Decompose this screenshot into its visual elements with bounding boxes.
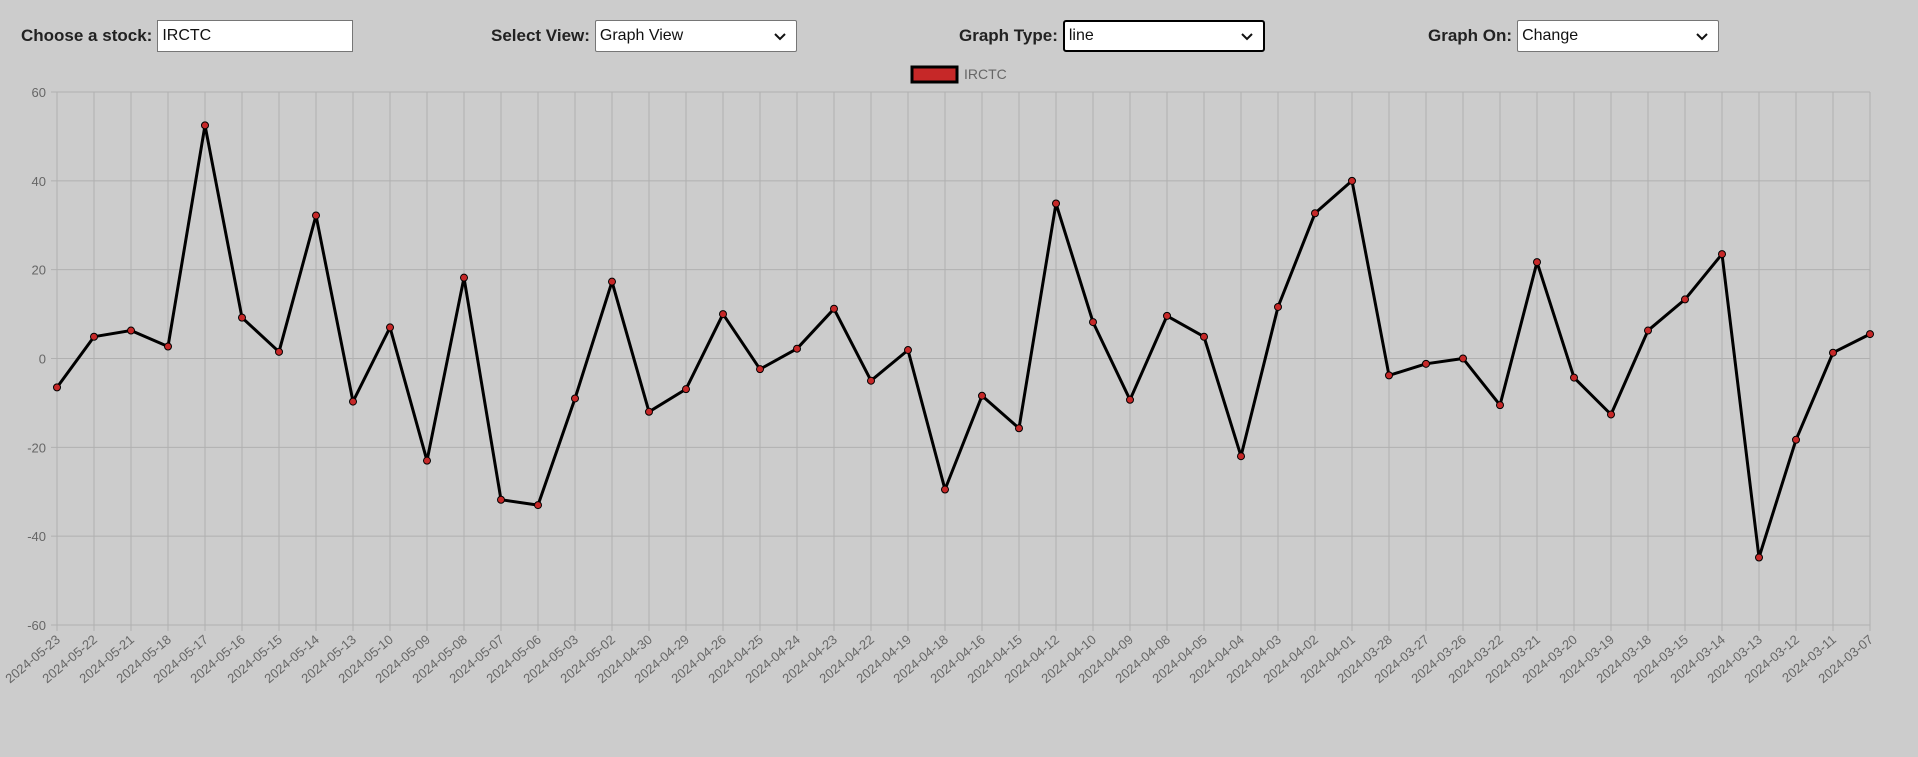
data-point: [719, 310, 727, 319]
y-tick-label: 40: [32, 174, 46, 189]
data-point: [1348, 176, 1356, 185]
data-point: [1163, 311, 1171, 320]
graph-on-select-value: Change: [1522, 27, 1579, 44]
data-point: [1829, 348, 1837, 357]
data-point: [1792, 435, 1800, 444]
graph-on-control: Graph On: Change: [1428, 19, 1720, 53]
data-point: [1422, 359, 1430, 368]
data-point: [1311, 209, 1319, 218]
y-tick-label: -20: [27, 440, 46, 455]
data-point: [1570, 373, 1578, 382]
legend-swatch: [910, 65, 959, 84]
stock-label: Choose a stock:: [21, 26, 153, 45]
data-point: [386, 323, 394, 332]
data-point: [571, 394, 579, 403]
data-point: [1200, 332, 1208, 341]
data-point: [1385, 371, 1393, 380]
view-label: Select View:: [491, 26, 590, 45]
data-point: [275, 347, 283, 356]
data-point: [1237, 452, 1245, 461]
view-select[interactable]: Graph View: [594, 20, 797, 52]
data-point: [1644, 326, 1652, 335]
series-line-irctc: [55, 123, 1871, 559]
data-point: [1866, 330, 1874, 339]
graph-on-label: Graph On:: [1428, 26, 1513, 45]
view-control: Select View: Graph View: [491, 19, 797, 53]
data-point: [312, 211, 320, 220]
data-point: [608, 277, 616, 286]
data-point: [682, 385, 690, 394]
data-point: [1459, 354, 1467, 363]
data-point: [645, 407, 653, 416]
stock-input[interactable]: [157, 20, 354, 52]
graph-on-select[interactable]: Change: [1517, 20, 1720, 52]
data-point: [460, 273, 468, 282]
legend-label: IRCTC: [964, 66, 1007, 82]
data-point: [1718, 250, 1726, 259]
data-point: [941, 485, 949, 494]
data-point: [1089, 318, 1097, 327]
data-point: [164, 342, 172, 351]
data-point: [1755, 553, 1763, 562]
chevron-down-icon: [1241, 33, 1253, 41]
y-tick-label: 60: [32, 85, 46, 100]
data-point: [534, 501, 542, 510]
data-point: [1533, 258, 1541, 267]
data-point: [349, 397, 357, 406]
chevron-down-icon: [1696, 33, 1708, 41]
y-tick-label: -40: [27, 529, 46, 544]
data-point: [793, 344, 801, 353]
graph-type-control: Graph Type: line: [959, 19, 1265, 53]
graph-type-select-value: line: [1068, 27, 1094, 44]
chevron-down-icon: [774, 33, 786, 41]
data-point: [867, 376, 875, 385]
data-point: [53, 383, 61, 392]
data-point: [1681, 295, 1689, 304]
data-point: [756, 365, 764, 374]
graph-type-label: Graph Type:: [959, 26, 1058, 45]
data-point: [423, 456, 431, 465]
data-point: [1126, 395, 1134, 404]
y-tick-label: -60: [27, 618, 46, 633]
view-select-value: Graph View: [599, 27, 684, 44]
data-point: [1274, 302, 1282, 311]
data-point: [90, 332, 98, 341]
stock-control: Choose a stock:: [21, 19, 354, 53]
data-point: [238, 313, 246, 322]
data-point: [1607, 410, 1615, 419]
data-point: [978, 391, 986, 400]
data-point: [1496, 401, 1504, 410]
data-point: [1015, 424, 1023, 433]
y-tick-label: 0: [39, 352, 46, 367]
y-tick-label: 20: [32, 263, 46, 278]
data-point: [127, 326, 135, 335]
data-point: [1052, 199, 1060, 208]
data-point: [830, 304, 838, 313]
graph-type-select[interactable]: line: [1062, 20, 1265, 52]
data-point: [904, 346, 912, 355]
data-point: [201, 121, 209, 130]
data-point: [497, 495, 505, 504]
